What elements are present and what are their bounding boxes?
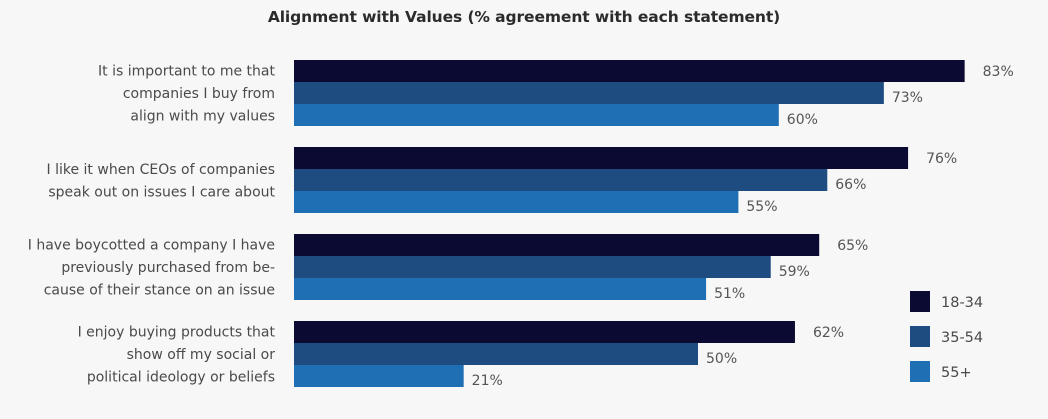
data-label: 73% — [892, 90, 923, 106]
data-label: 59% — [779, 264, 810, 280]
data-label: 21% — [472, 373, 503, 389]
category-label: align with my values — [130, 109, 275, 125]
data-label: 76% — [926, 151, 957, 167]
category-label: I enjoy buying products that — [78, 325, 276, 341]
bar-35-54-2 — [294, 256, 771, 278]
bar-18-34-2 — [294, 234, 820, 256]
bar-55+-1 — [294, 191, 739, 213]
legend-swatch-18-34 — [910, 291, 930, 312]
bar-18-34-3 — [294, 321, 795, 343]
category-label: companies I buy from — [123, 86, 275, 102]
bar-35-54-0 — [294, 82, 884, 104]
legend-label: 55+ — [941, 365, 972, 381]
chart-title: Alignment with Values (% agreement with … — [267, 8, 781, 26]
legend-label: 18-34 — [941, 295, 983, 311]
category-label: speak out on issues I care about — [48, 184, 275, 200]
data-label: 60% — [787, 112, 818, 128]
data-label: 51% — [714, 286, 745, 302]
bar-18-34-1 — [294, 147, 909, 169]
data-label: 83% — [983, 64, 1014, 80]
legend-swatch-35-54 — [910, 326, 930, 347]
bar-18-34-0 — [294, 60, 965, 82]
bar-35-54-3 — [294, 343, 698, 365]
legend-label: 35-54 — [941, 330, 983, 346]
category-label: cause of their stance on an issue — [44, 283, 275, 299]
category-label: show off my social or — [127, 347, 276, 363]
category-label: I have boycotted a company I have — [28, 238, 275, 254]
category-label: political ideology or beliefs — [87, 370, 275, 386]
category-label: It is important to me that — [98, 64, 275, 80]
bar-55+-2 — [294, 278, 707, 300]
legend-swatch-55+ — [910, 361, 930, 382]
bar-35-54-1 — [294, 169, 828, 191]
category-label: I like it when CEOs of companies — [47, 162, 275, 178]
data-label: 62% — [813, 325, 844, 341]
data-label: 50% — [706, 351, 737, 367]
data-label: 65% — [837, 238, 868, 254]
bar-55+-3 — [294, 365, 464, 387]
category-label: previously purchased from be- — [61, 260, 275, 276]
data-label: 55% — [746, 199, 777, 215]
data-label: 66% — [835, 177, 866, 193]
bar-55+-0 — [294, 104, 779, 126]
